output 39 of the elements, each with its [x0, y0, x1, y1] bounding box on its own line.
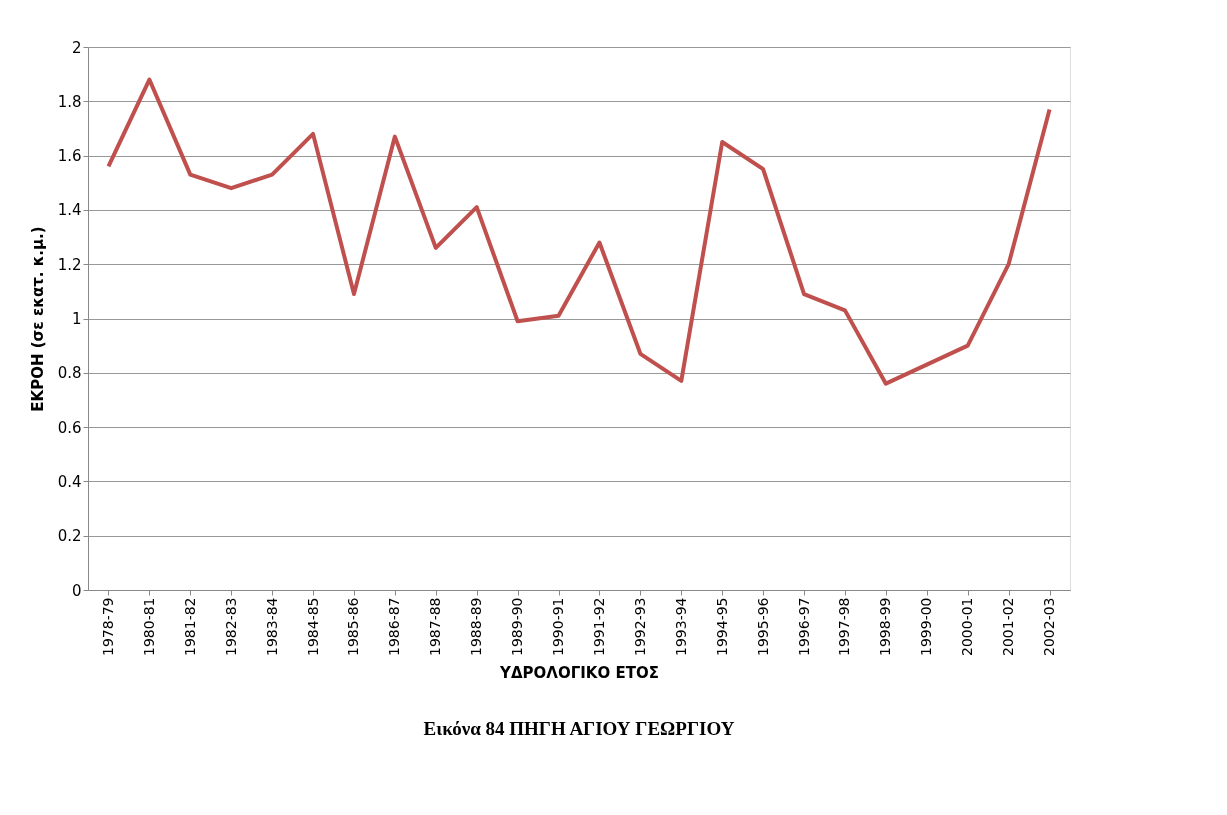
x-tick-label: 1999-00 — [918, 597, 935, 656]
x-tick-label: 1989-90 — [509, 597, 526, 656]
y-tick-label: 1.6 — [57, 147, 82, 166]
y-tick-label: 1.4 — [57, 201, 82, 220]
x-tick-label: 1983-84 — [263, 597, 280, 656]
x-tick-label: 1998-99 — [877, 597, 894, 656]
y-tick-label: 0 — [71, 581, 82, 600]
x-axis-title: ΥΔΡΟΛΟΓΙΚΟ ΕΤΟΣ — [499, 664, 659, 682]
x-tick-label: 1991-92 — [590, 597, 607, 656]
x-tick-label: 1988-89 — [468, 597, 485, 656]
y-tick-label: 0.4 — [57, 472, 82, 491]
x-tick-label: 1981-82 — [181, 597, 198, 656]
x-tick-label: 1993-94 — [672, 597, 689, 656]
y-tick-label: 1.2 — [57, 255, 82, 274]
y-tick-label: 1 — [71, 310, 82, 328]
x-tick-label: 1992-93 — [631, 597, 648, 656]
y-tick-label: 0.8 — [57, 364, 82, 383]
x-tick-label: 1978-79 — [99, 597, 116, 656]
x-tick-label: 1996-97 — [795, 597, 812, 656]
text: Εικόνα 84 ΠΗΓΗ ΑΓΙΟΥ ΓΕΩΡΓΙΟΥ — [423, 718, 735, 740]
x-tick-label: 1980-81 — [140, 597, 157, 656]
line-series — [106, 77, 1052, 386]
x-tick-label: 1985-86 — [345, 597, 362, 656]
x-tick-label: 2001-02 — [1000, 597, 1017, 656]
x-tick-label: 1994-95 — [713, 597, 730, 656]
x-tick-label: 1982-83 — [222, 597, 239, 656]
y-axis-title: ΕΚΡΟΗ (σε εκατ. κ.μ.) — [28, 226, 47, 412]
y-tick-label: 0.6 — [57, 418, 82, 437]
x-tick-label: 1995-96 — [754, 597, 771, 656]
x-tick-label: 1997-98 — [836, 597, 853, 656]
x-tick-label: 1990-91 — [550, 597, 567, 656]
y-tick-label: 2 — [71, 38, 82, 57]
y-tick-label: 1.8 — [57, 92, 82, 111]
x-tick-label: 2000-01 — [959, 597, 976, 656]
x-tick-label: 1986-87 — [386, 597, 403, 656]
y-tick-label: 0.2 — [57, 527, 82, 546]
x-tick-label: 2002-03 — [1041, 597, 1058, 656]
x-tick-label: 1987-88 — [427, 597, 444, 656]
x-tick-label: 1984-85 — [304, 597, 321, 656]
